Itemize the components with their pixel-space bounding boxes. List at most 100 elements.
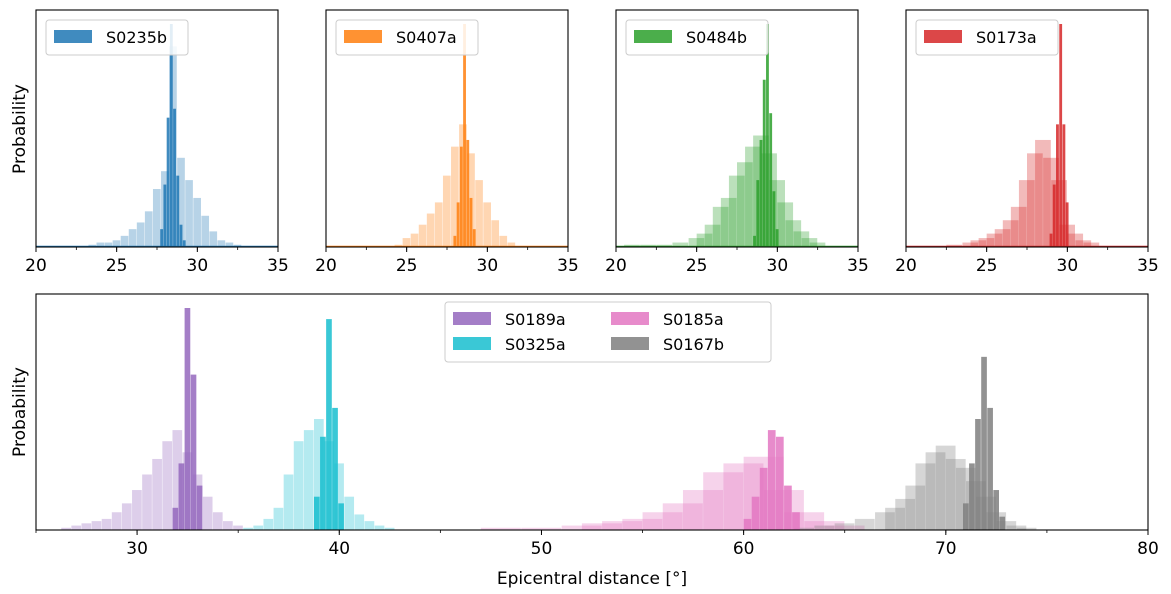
bar-S0325a-light-12 [364, 521, 375, 530]
bar-S0407a-dark-1 [456, 202, 460, 247]
bar-S0407a-light-10 [475, 180, 483, 247]
bar-S0189a-light-7 [132, 490, 142, 530]
bar-S0185a-dark-3 [767, 430, 776, 530]
bar-S0484b-light-18 [801, 238, 818, 247]
top-row-ylabel: Probability [10, 84, 30, 174]
bar-S0189a-light-8 [142, 474, 152, 530]
axes-frame [35, 293, 1149, 531]
bar-S0167b-dark-0 [963, 503, 969, 530]
bar-S0189a-light-3 [91, 521, 102, 530]
bar-S0173a-light-3 [978, 238, 995, 247]
legend-label-S0407a: S0407a [396, 28, 457, 47]
legend-label-S0173a: S0173a [976, 28, 1037, 47]
bar-S0325a-light-0 [243, 527, 253, 530]
bar-S0185a-dark-2 [759, 467, 768, 530]
bar-S0173a-light-4 [986, 233, 1003, 247]
x-tick-label: 40 [328, 539, 350, 559]
bar-S0167b-light-8 [915, 463, 936, 530]
bar-S0325a-dark-2 [326, 319, 332, 530]
bar-S0325a-light-7 [314, 419, 324, 530]
bar-S0167b-light-4 [875, 512, 895, 530]
bar-S0173a-dark-5 [1065, 202, 1069, 247]
legend-label-S0325a: S0325a [505, 335, 566, 354]
bar-S0173a-light-10 [1035, 139, 1051, 247]
chart-panel-5: 30 40 50 60 70 80 S0189a S0325a S0185a S0167b [35, 293, 1159, 559]
bar-S0325a-light-13 [374, 525, 385, 530]
bar-S0325a-light-1 [253, 525, 264, 530]
bar-S0173a-light-14 [1067, 233, 1084, 247]
x-tick-label: 35 [267, 256, 289, 276]
bar-S0407a-light-13 [499, 235, 508, 247]
bar-S0235b-light-2 [104, 242, 113, 247]
bar-S0325a-light-11 [354, 514, 365, 530]
bar-S0189a-light-2 [81, 523, 92, 530]
legend: S0173a [915, 19, 1059, 56]
bar-S0173a-dark-1 [1052, 184, 1056, 247]
bar-S0185a-light-2 [561, 525, 602, 530]
chart-panel-4: 20 25 30 35 S0173a [895, 9, 1159, 276]
bar-S0189a-light-16 [223, 521, 233, 530]
x-tick-label: 25 [686, 256, 708, 276]
bar-S0325a-light-5 [293, 441, 304, 530]
bar-S0189a-light-11 [172, 430, 183, 530]
bar-S0325a-light-6 [303, 430, 314, 530]
bar-S0235b-light-14 [201, 215, 210, 247]
bar-S0189a-dark-2 [184, 308, 191, 530]
bar-S0407a-light-1 [402, 238, 411, 247]
x-tick-label: 70 [935, 539, 957, 559]
bar-S0173a-light-6 [1002, 220, 1019, 247]
x-tick-label: 30 [126, 539, 148, 559]
bar-S0484b-dark-0 [753, 235, 756, 247]
bar-S0173a-light-16 [1083, 242, 1100, 247]
bar-S0189a-light-10 [162, 441, 173, 530]
bar-S0167b-light-18 [1016, 527, 1037, 530]
x-tick-label: 25 [976, 256, 998, 276]
x-tick-label: 20 [25, 256, 47, 276]
bar-S0407a-light-7 [451, 146, 459, 247]
bar-S0235b-dark-1 [163, 184, 167, 247]
bar-S0185a-light-7 [662, 503, 703, 530]
bar-S0167b-light-11 [945, 458, 966, 530]
bar-S0235b-dark-4 [173, 108, 176, 248]
bar-S0235b-light-6 [136, 222, 145, 247]
bar-S0189a-dark-4 [196, 485, 203, 530]
legend-box [335, 19, 479, 56]
bar-S0189a-light-0 [61, 527, 71, 530]
bar-S0235b-light-15 [209, 231, 218, 247]
bar-S0167b-light-17 [1006, 525, 1027, 530]
bar-S0484b-light-10 [737, 162, 753, 247]
x-tick-label: 50 [531, 539, 553, 559]
bar-S0173a-dark-4 [1062, 124, 1066, 247]
bar-S0484b-dark-1 [756, 180, 760, 247]
legend-swatch-S0325a [453, 337, 491, 350]
legend-swatch-S0407a [344, 30, 382, 43]
chart-panel-3: 20 25 30 35 S0484b [605, 9, 869, 276]
legend-swatch-S0189a [453, 312, 491, 325]
chart-panel-1: 20 25 30 35 S0235b [25, 9, 289, 276]
x-tick-label: 30 [1057, 256, 1079, 276]
bar-S0185a-dark-4 [775, 436, 784, 530]
bar-S0189a-light-4 [101, 518, 112, 530]
bar-S0173a-dark-3 [1059, 24, 1063, 247]
bar-S0235b-light-5 [128, 229, 137, 247]
bar-S0185a-dark-1 [751, 496, 760, 530]
bar-S0167b-light-1 [814, 525, 835, 530]
bar-S0407a-dark-4 [466, 139, 470, 247]
legend-box [625, 19, 769, 56]
bar-S0484b-light-17 [793, 231, 810, 247]
bar-S0167b-dark-1 [969, 463, 975, 530]
x-tick-label: 25 [396, 256, 418, 276]
bar-S0167b-dark-4 [987, 407, 993, 530]
bar-S0173a-light-8 [1018, 180, 1035, 247]
bar-S0235b-dark-2 [166, 117, 170, 247]
bar-S0235b-light-11 [177, 157, 185, 247]
bar-S0173a-light-15 [1075, 240, 1092, 247]
bar-S0173a-dark-2 [1056, 124, 1059, 247]
bar-S0484b-light-16 [785, 220, 802, 247]
legend: S0407a [335, 19, 479, 56]
x-tick-label: 30 [767, 256, 789, 276]
bar-S0189a-light-1 [71, 525, 82, 530]
bar-S0407a-dark-2 [459, 146, 463, 247]
bar-S0484b-light-6 [704, 224, 721, 247]
bar-S0407a-dark-6 [472, 229, 476, 247]
